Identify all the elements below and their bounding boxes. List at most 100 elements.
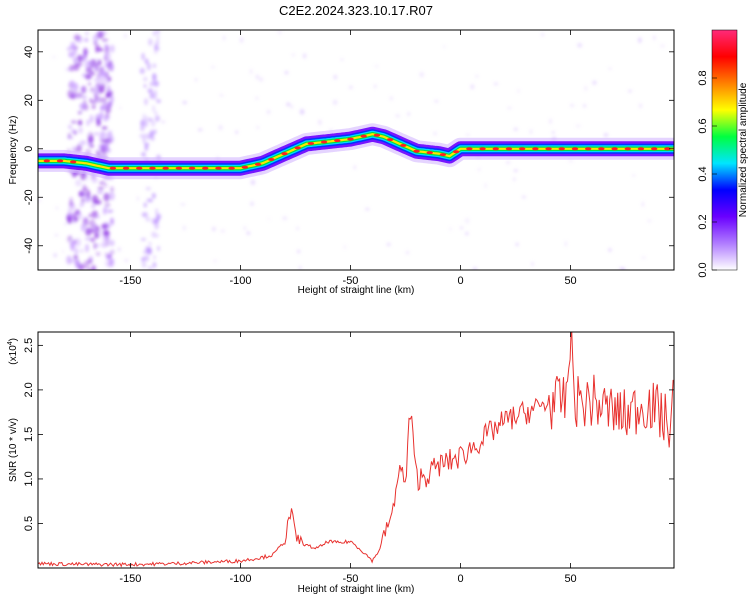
ridge-peak: [202, 166, 209, 170]
ridge-peak: [611, 147, 618, 151]
heatmap-cell: [152, 30, 156, 37]
heatmap-cell: [109, 94, 114, 104]
heatmap-cell: [97, 186, 104, 190]
ridge-peak: [175, 166, 183, 170]
heatmap-cell: [343, 245, 347, 250]
heatmap-cell: [78, 126, 83, 134]
heatmap-cell: [149, 92, 154, 100]
heatmap-cell: [277, 30, 282, 35]
heatmap-cell: [103, 117, 107, 123]
heatmap-cell: [68, 64, 75, 72]
heatmap-cell: [139, 133, 145, 139]
heatmap-cell: [144, 58, 149, 65]
heatmap-cell: [91, 264, 97, 270]
heatmap-cell: [389, 96, 393, 101]
ridge-peak: [532, 147, 539, 151]
heatmap-cell: [74, 237, 82, 247]
ridge-peak: [188, 166, 196, 170]
heatmap-cell: [652, 35, 656, 41]
ridge-peak: [664, 147, 671, 151]
heatmap-cell: [97, 95, 102, 104]
heatmap-cell: [148, 132, 153, 139]
heatmap-cell: [647, 219, 652, 222]
ridge-peak: [637, 147, 645, 151]
x-tick-label: -50: [343, 573, 359, 585]
ridge-peak: [70, 160, 77, 164]
ridge-peak: [571, 147, 579, 151]
heatmap-cell: [77, 110, 82, 115]
ridge-peak: [413, 149, 420, 153]
x-tick-label: -100: [229, 275, 251, 287]
heatmap-cell: [105, 205, 108, 210]
ridge-peak: [109, 166, 117, 170]
heatmap-cell: [101, 126, 108, 130]
heatmap-cell: [478, 167, 481, 172]
heatmap-cell: [66, 255, 72, 265]
spectrogram-xlabel: Height of straight line (km): [298, 285, 415, 296]
heatmap-cell: [93, 242, 97, 250]
heatmap-cell: [81, 197, 85, 204]
heatmap-cell: [239, 37, 244, 43]
heatmap-cell: [141, 257, 145, 261]
heatmap-cell: [87, 258, 93, 265]
ridge-peak: [281, 152, 288, 156]
heatmap-cell: [71, 91, 77, 99]
y-tick-label: 20: [23, 94, 35, 106]
y-tick-label: 1.0: [23, 471, 35, 486]
heatmap-cell: [85, 228, 92, 237]
heatmap-cell: [161, 120, 166, 124]
colorbar-tick-label: 0.6: [697, 118, 709, 133]
snr-series: [38, 332, 674, 568]
heatmap-cell: [291, 53, 296, 57]
heatmap-cell: [67, 132, 71, 139]
heatmap-cell: [551, 131, 556, 134]
heatmap-cell: [405, 250, 410, 255]
heatmap-cell: [77, 213, 83, 220]
heatmap-cell: [255, 97, 259, 100]
heatmap-cell: [259, 77, 264, 82]
heatmap-cell: [96, 118, 101, 127]
heatmap-cell: [99, 111, 104, 120]
heatmap-cell: [104, 260, 111, 268]
heatmap-cell: [632, 174, 635, 177]
x-tick-label: 50: [564, 275, 576, 287]
heatmap-cell: [143, 76, 148, 82]
heatmap-cell: [98, 228, 103, 238]
heatmap-cell: [68, 124, 73, 130]
heatmap-cell: [484, 183, 487, 188]
colorbar-tick-label: 0.2: [697, 214, 709, 229]
heatmap-cell: [256, 126, 259, 129]
heatmap-cell: [54, 233, 59, 237]
heatmap-cell: [105, 112, 110, 118]
ridge-peak: [56, 159, 64, 163]
heatmap-cell: [211, 226, 216, 232]
ridge-peak: [400, 143, 407, 147]
heatmap-cell: [575, 124, 581, 128]
heatmap-cell: [86, 119, 90, 127]
heatmap-cell: [466, 133, 470, 136]
heatmap-cell: [449, 227, 452, 231]
heatmap-cell: [182, 225, 186, 231]
heatmap-cell: [147, 88, 153, 94]
heatmap-cell: [365, 207, 370, 211]
heatmap-cell: [74, 247, 79, 255]
heatmap-cell: [103, 192, 110, 202]
heatmap-cell: [87, 89, 92, 93]
heatmap-cell: [353, 165, 356, 170]
heatmap-cell: [86, 133, 90, 137]
heatmap-cell: [91, 194, 99, 204]
ridge-peak: [334, 139, 341, 143]
heatmap-cell: [99, 181, 106, 185]
heatmap-cell: [250, 179, 256, 186]
heatmap-cell: [149, 82, 153, 87]
spectrogram-y-ticks: -40 -20 0 20 40: [23, 46, 674, 254]
ridge-peak: [624, 147, 631, 151]
heatmap-cell: [108, 250, 113, 255]
heatmap-cell: [568, 159, 574, 163]
heatmap-cell: [373, 84, 377, 88]
colorbar-label: Normalized spectral amplitude: [738, 82, 749, 217]
heatmap-cell: [87, 135, 94, 144]
spectrogram-frame: [37, 29, 675, 271]
heatmap-cell: [139, 125, 145, 132]
